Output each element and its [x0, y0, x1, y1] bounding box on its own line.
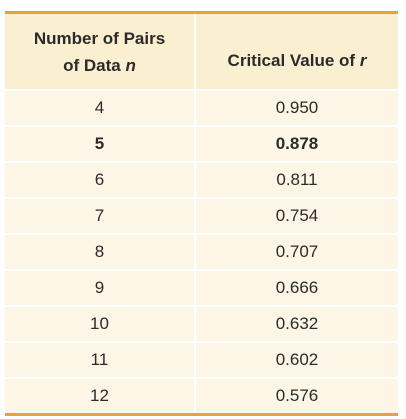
critical-value-cell: 0.632	[195, 305, 398, 342]
critical-value-cell: 0.878	[195, 125, 398, 162]
table-body: 4 0.950 5 0.878 6 0.811 7 0.754 8 0.707 9 0.666 10 0.…	[5, 89, 398, 415]
header-pairs-line2-prefix: of Data	[63, 55, 126, 75]
critical-value-cell: 0.811	[195, 161, 398, 198]
critical-value-cell: 0.754	[195, 197, 398, 234]
critical-value-cell: 0.950	[195, 89, 398, 126]
table-row: 4 0.950	[5, 89, 398, 126]
table-row: 8 0.707	[5, 233, 398, 270]
critical-value-cell: 0.666	[195, 269, 398, 306]
header-pairs-line2-var: n	[125, 55, 136, 75]
pairs-cell: 8	[5, 233, 196, 270]
header-critical-var: r	[359, 51, 367, 70]
header-pairs-line1: Number of Pairs	[33, 28, 166, 48]
header-critical-value: Critical Value of r	[195, 12, 398, 90]
critical-value-cell: 0.707	[195, 233, 398, 270]
table-row: 12 0.576	[5, 377, 398, 415]
critical-values-table: Number of Pairs of Data n Critical Value…	[5, 11, 398, 416]
critical-value-cell: 0.576	[195, 377, 398, 415]
pairs-cell: 4	[5, 89, 196, 126]
pairs-cell: 11	[5, 341, 196, 378]
pairs-cell: 5	[5, 125, 196, 162]
pairs-cell: 12	[5, 377, 196, 415]
pairs-cell: 9	[5, 269, 196, 306]
critical-value-cell: 0.602	[195, 341, 398, 378]
table-row: 10 0.632	[5, 305, 398, 342]
table-row: 5 0.878	[5, 125, 398, 162]
table-row: 11 0.602	[5, 341, 398, 378]
table-row: 6 0.811	[5, 161, 398, 198]
pairs-cell: 7	[5, 197, 196, 234]
header-pairs: Number of Pairs of Data n	[5, 12, 196, 90]
table-row: 7 0.754	[5, 197, 398, 234]
table-row: 9 0.666	[5, 269, 398, 306]
header-row: Number of Pairs of Data n Critical Value…	[5, 12, 398, 90]
header-critical-prefix: Critical Value of	[227, 51, 360, 70]
pairs-cell: 10	[5, 305, 196, 342]
pairs-cell: 6	[5, 161, 196, 198]
